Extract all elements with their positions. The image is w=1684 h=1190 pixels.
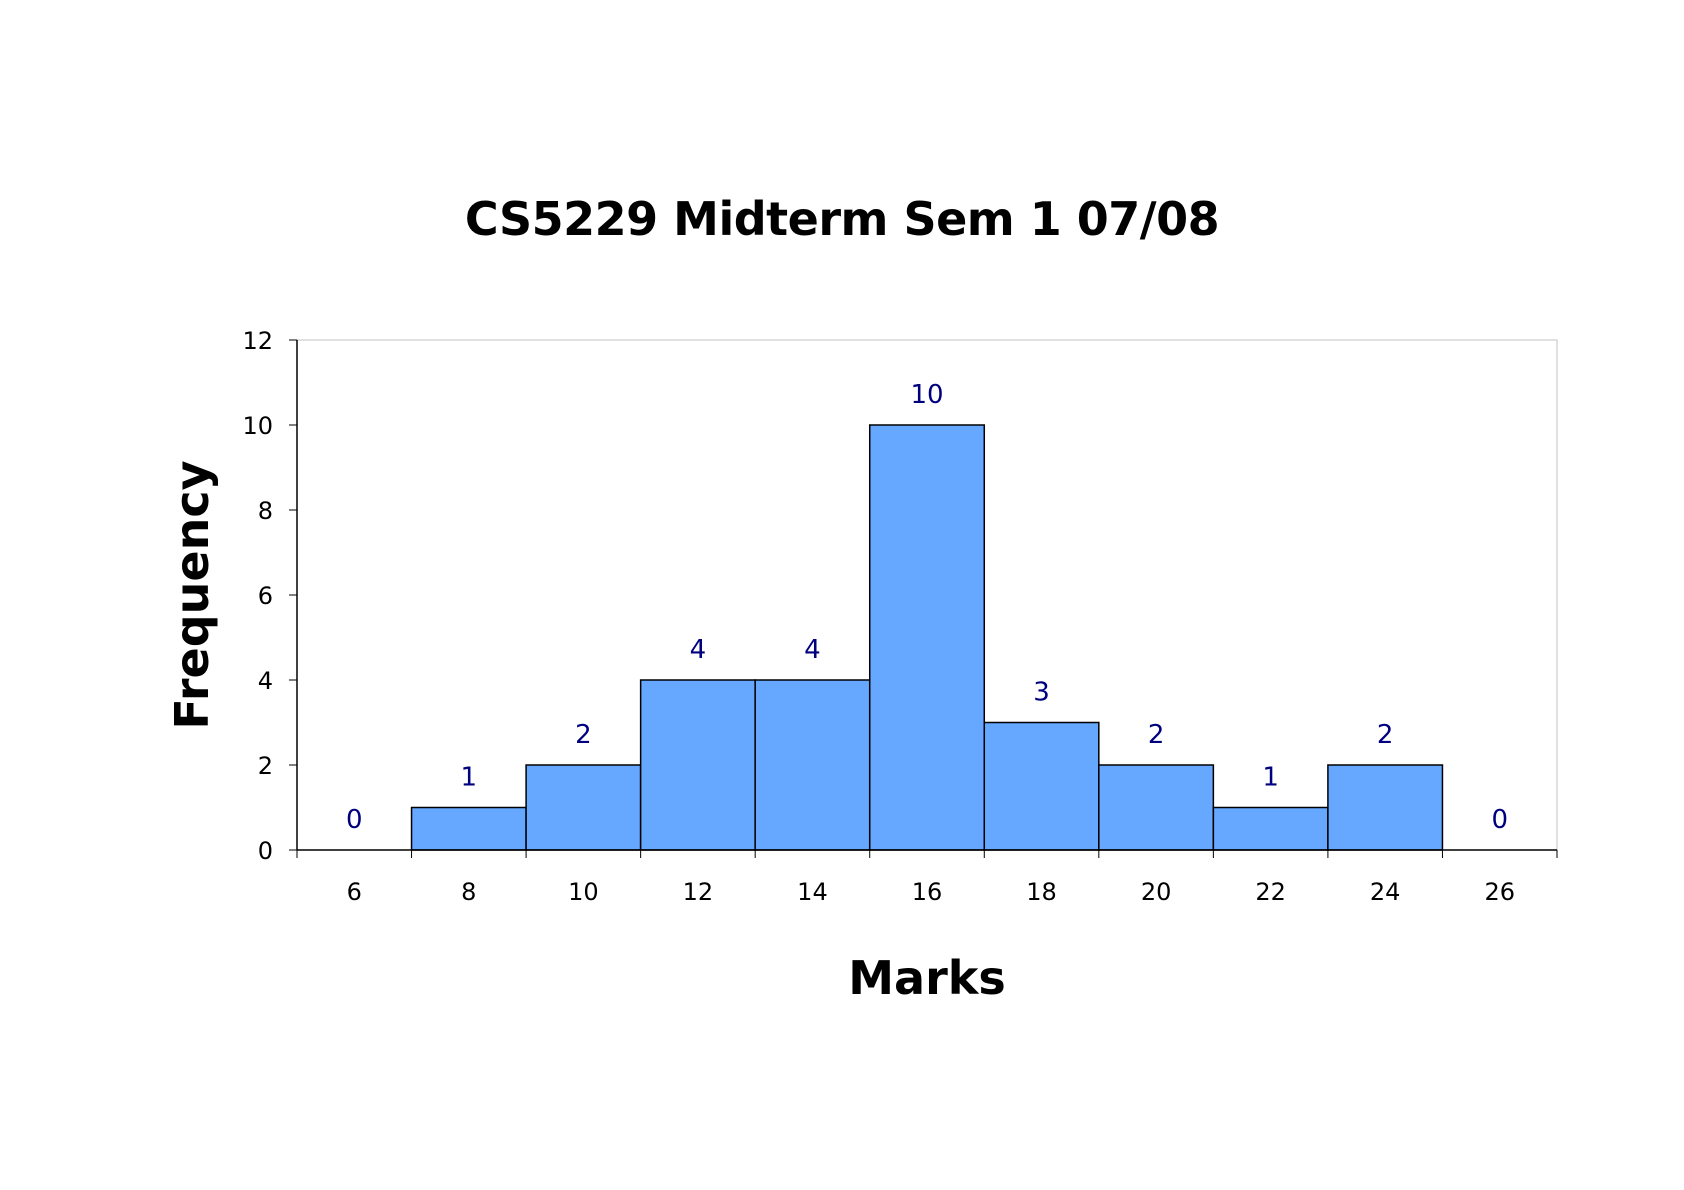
bar-20	[1098, 764, 1215, 851]
x-ticks-group: 6 8 10 12 14 16 18 20 22 24 26	[296, 850, 1558, 906]
data-label-6: 0	[346, 805, 363, 835]
y-tick-label-6: 6	[258, 582, 273, 610]
x-axis-title: Marks	[848, 951, 1005, 1005]
x-tick-label-6: 6	[347, 878, 362, 906]
data-label-16: 10	[910, 380, 943, 410]
x-tick-label-8: 8	[461, 878, 476, 906]
x-tick-label-12: 12	[683, 878, 714, 906]
data-label-12: 4	[690, 635, 707, 665]
y-tick-label-8: 8	[258, 497, 273, 525]
bars-group	[410, 424, 1444, 851]
bar-8	[410, 806, 527, 851]
data-label-8: 1	[461, 763, 478, 793]
bar-24	[1327, 764, 1444, 851]
chart-title: CS5229 Midterm Sem 1 07/08	[464, 192, 1220, 246]
data-labels-group: 0 1 2 4 4 10 3 2 1 2 0	[346, 380, 1508, 835]
data-label-26: 0	[1491, 805, 1508, 835]
y-axis-title: Frequency	[165, 460, 219, 729]
x-tick-label-22: 22	[1255, 878, 1286, 906]
x-tick-label-14: 14	[797, 878, 828, 906]
x-tick-label-16: 16	[912, 878, 943, 906]
y-ticks-group: 0 2 4 6 8 10 12	[242, 327, 297, 865]
data-label-14: 4	[804, 635, 821, 665]
data-label-18: 3	[1033, 678, 1050, 708]
data-label-22: 1	[1262, 763, 1279, 793]
y-tick-label-0: 0	[258, 837, 273, 865]
y-tick-label-12: 12	[242, 327, 273, 355]
bar-14	[754, 679, 871, 851]
bar-18	[983, 721, 1100, 851]
data-label-20: 2	[1148, 720, 1165, 750]
y-tick-label-10: 10	[242, 412, 273, 440]
data-label-24: 2	[1377, 720, 1394, 750]
x-tick-label-18: 18	[1026, 878, 1057, 906]
bar-12	[639, 679, 756, 851]
x-tick-label-10: 10	[568, 878, 599, 906]
x-tick-label-20: 20	[1141, 878, 1172, 906]
x-tick-label-26: 26	[1484, 878, 1515, 906]
y-tick-label-4: 4	[258, 667, 273, 695]
bar-10	[525, 764, 642, 851]
data-label-10: 2	[575, 720, 592, 750]
bar-22	[1212, 806, 1329, 851]
y-tick-label-2: 2	[258, 752, 273, 780]
bar-16	[868, 424, 986, 851]
x-tick-label-24: 24	[1370, 878, 1401, 906]
